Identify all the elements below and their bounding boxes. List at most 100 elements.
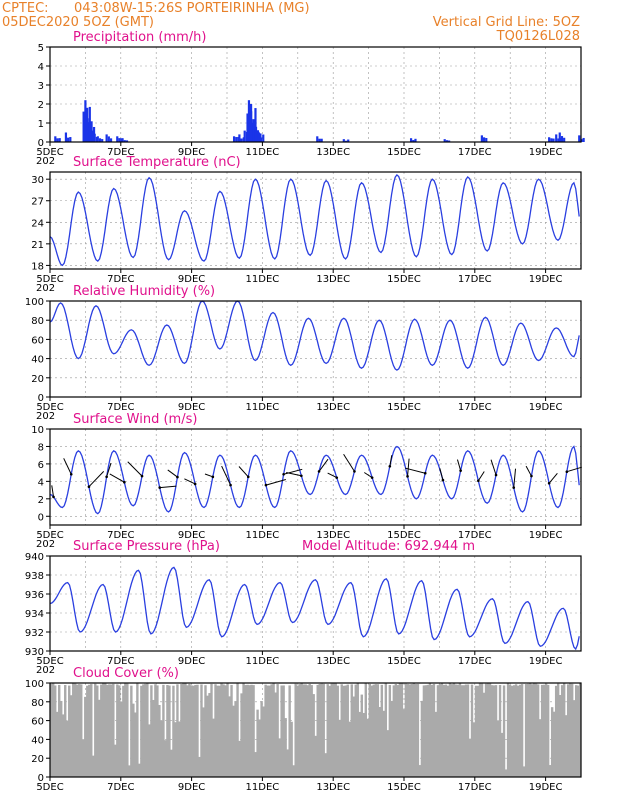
cloud-bar [140,685,143,777]
cloud-bar [290,721,293,777]
y-tick-label: 21 [31,240,44,251]
precip-bar [552,138,555,142]
cloud-bar [256,709,259,777]
cloud-bar [356,683,359,777]
y-tick-label: 1 [38,119,44,130]
header-location: 043:08W-15:26S PORTEIRINHA (MG) [74,1,310,16]
series-line [49,300,580,371]
x-tick-label: 17DEC [458,147,492,158]
cloud-bar [350,684,353,777]
cloud-bar [202,707,205,777]
header-code: TQ0126L028 [496,29,580,44]
x-tick-label: 5DEC [36,402,63,413]
cloud-bar [194,684,197,777]
cloud-bar [338,719,341,777]
cloud-bar [56,711,59,777]
cloud-bar [54,685,57,777]
cloud-bar [562,683,566,777]
y-tick-label: 60 [31,717,44,728]
cloud-bar [282,685,285,777]
wind-arrow-head [264,483,268,487]
x-tick-label: 9DEC [178,782,205,793]
cloud-bar [320,683,323,777]
cloud-bar [164,740,167,777]
cloud-bar [576,685,580,777]
cloud-bar [284,718,287,777]
x-tick-label: 7DEC [107,530,134,541]
cloud-bar [142,684,145,777]
precip-bar [563,137,566,142]
y-tick-label: 5 [38,43,44,54]
cloud-bar [476,685,480,777]
panel-title: Surface Wind (m/s) [73,412,197,427]
cloud-bar [148,724,151,777]
wind-arrow-head [69,472,73,476]
precip-bar [109,138,113,142]
cloud-bar [396,685,400,777]
x-tick-label: 13DEC [316,147,350,158]
wind-arrow [159,485,177,489]
cloud-bar [196,684,199,777]
precip-bar [54,136,57,142]
x-tick-label: 7DEC [107,782,134,793]
wind-arrow [389,455,393,467]
cloud-bar [152,699,155,777]
cloud-bar [308,683,311,777]
cloud-bar [426,684,430,777]
cloud-bar [446,685,450,777]
panel-0: 0 1 2 3 4 5 5DEC 7DEC 9DEC 11DEC 13DEC 15DEC 17DEC 19… [36,30,585,167]
y-tick-label: 20 [31,754,44,765]
precip-bar [101,139,104,142]
x-tick-label: 17DEC [458,656,492,667]
cloud-bar [68,685,71,777]
x-tick-label: 13DEC [316,274,350,285]
x-tick-label: 9DEC [178,147,205,158]
cloud-bar [180,684,183,777]
wind-arrow-head [105,475,108,479]
cloud-bar [566,684,570,777]
cloud-bar [80,684,83,777]
cloud-bar [572,700,576,777]
precip-bar [98,138,102,142]
cloud-bar [570,683,574,777]
wind-arrow-head [547,481,551,485]
cloud-bar [438,684,442,777]
wind-arrow-head [388,464,392,468]
wind-arrow-head [317,470,321,473]
cloud-bar [248,685,251,777]
cloud-bar [410,683,414,777]
y-tick-label: 100 [25,297,44,308]
x-tick-label: 7DEC [107,147,134,158]
cloud-bar [416,683,420,777]
cloud-bar [488,683,492,777]
x-tick-label: 15DEC [387,147,421,158]
panel-frame [49,682,582,778]
panel-3: 0 2 4 6 8 10 5DEC 7DEC 9DEC 11DEC 13DEC 15DEC 17DEC 1… [31,412,582,550]
cloud-bar [492,685,496,777]
x-year-stub: 202 [36,411,55,422]
wind-arrow-head [406,475,409,478]
cloud-bar [124,683,127,777]
cloud-bar [138,763,141,777]
y-tick-label: 936 [25,590,44,601]
cloud-bar [252,685,255,777]
y-tick-label: 930 [25,647,44,658]
cloud-bar [460,685,464,777]
wind-arrow-head [140,474,144,478]
cloud-bar [574,685,578,777]
precip-bar [125,140,129,142]
wind-arrow [265,478,286,486]
cloud-bar [360,694,363,777]
wind-arrow-head [459,469,462,472]
cloud-bar [214,684,217,777]
wind-arrow [184,478,196,485]
cloud-bar [222,684,225,777]
cloud-bar [110,684,113,777]
cloud-bar [90,684,93,777]
cloud-bar [274,692,277,777]
cloud-bar [314,735,317,777]
cloud-bar [230,685,233,777]
cloud-bar [304,684,307,777]
wind-arrow [404,467,426,474]
x-tick-label: 7DEC [107,656,134,667]
